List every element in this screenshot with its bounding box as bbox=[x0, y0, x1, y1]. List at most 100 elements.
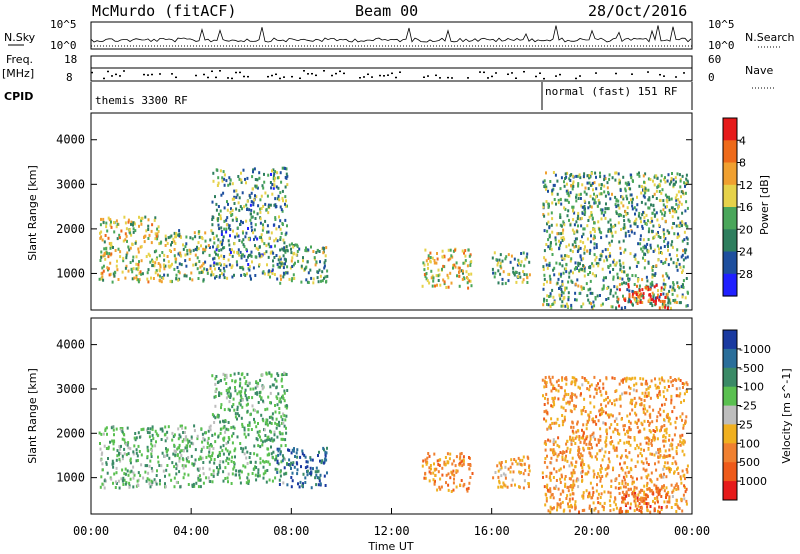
heatmap-cell bbox=[580, 204, 583, 208]
heatmap-cell bbox=[600, 254, 603, 258]
heatmap-cell bbox=[675, 265, 678, 269]
heatmap-cell bbox=[427, 452, 430, 455]
heatmap-cell bbox=[227, 394, 230, 398]
heatmap-cell bbox=[608, 415, 610, 419]
heatmap-cell bbox=[180, 263, 183, 267]
heatmap-cell bbox=[233, 426, 236, 430]
heatmap-cell bbox=[447, 488, 450, 492]
heatmap-cell bbox=[559, 505, 562, 509]
heatmap-cell bbox=[650, 301, 653, 305]
heatmap-cell bbox=[580, 224, 583, 228]
heatmap-cell bbox=[605, 436, 608, 440]
heatmap-cell bbox=[424, 476, 427, 480]
heatmap-cell bbox=[630, 198, 632, 202]
heatmap-cell bbox=[643, 496, 646, 500]
heatmap-cell bbox=[204, 260, 207, 264]
heatmap-cell bbox=[112, 442, 115, 446]
colorbar-swatch bbox=[723, 462, 737, 482]
heatmap-cell bbox=[216, 466, 218, 470]
nave-dot bbox=[515, 77, 517, 79]
heatmap-cell bbox=[675, 180, 677, 184]
heatmap-cell bbox=[151, 444, 154, 448]
heatmap-cell bbox=[549, 180, 552, 183]
heatmap-cell bbox=[622, 175, 625, 179]
heatmap-cell bbox=[686, 383, 689, 387]
heatmap-cell bbox=[675, 261, 678, 265]
heatmap-cell bbox=[560, 202, 563, 206]
heatmap-cell bbox=[258, 394, 261, 398]
heatmap-cell bbox=[575, 298, 578, 302]
heatmap-cell bbox=[572, 439, 575, 442]
heatmap-cell bbox=[668, 195, 670, 199]
heatmap-cell bbox=[121, 437, 124, 441]
heatmap-cell bbox=[685, 499, 688, 503]
heatmap-cell bbox=[276, 397, 279, 400]
nave-dot bbox=[219, 70, 221, 72]
heatmap-cell bbox=[267, 255, 270, 259]
heatmap-cell bbox=[224, 419, 227, 422]
heatmap-cell bbox=[683, 238, 686, 242]
heatmap-cell bbox=[575, 430, 578, 434]
heatmap-cell bbox=[665, 397, 668, 401]
heatmap-cell bbox=[229, 211, 232, 214]
heatmap-cell bbox=[323, 474, 326, 478]
heatmap-cell bbox=[164, 439, 167, 443]
heatmap-cell bbox=[641, 288, 644, 292]
heatmap-cell bbox=[590, 205, 593, 209]
heatmap-cell bbox=[319, 459, 321, 463]
heatmap-cell bbox=[564, 482, 567, 486]
heatmap-cell bbox=[588, 174, 590, 178]
heatmap-cell bbox=[500, 461, 503, 464]
heatmap-cell bbox=[574, 282, 577, 286]
heatmap-cell bbox=[256, 410, 259, 414]
heatmap-cell bbox=[239, 250, 242, 254]
heatmap-cell bbox=[110, 252, 113, 256]
heatmap-cell bbox=[651, 280, 654, 284]
heatmap-cell bbox=[242, 447, 245, 451]
heatmap-cell bbox=[244, 446, 247, 450]
heatmap-cell bbox=[548, 274, 551, 278]
heatmap-cell bbox=[588, 415, 591, 419]
heatmap-cell bbox=[239, 222, 241, 226]
heatmap-cell bbox=[301, 484, 304, 488]
heatmap-cell bbox=[130, 267, 133, 271]
heatmap-cell bbox=[560, 224, 563, 228]
heatmap-cell bbox=[647, 261, 650, 265]
heatmap-cell bbox=[661, 376, 663, 380]
heatmap-cell bbox=[421, 284, 424, 288]
heatmap-cell bbox=[651, 195, 654, 199]
heatmap-cell bbox=[658, 492, 661, 496]
heatmap-cell bbox=[296, 468, 299, 472]
heatmap-cell bbox=[182, 431, 185, 434]
heatmap-cell bbox=[668, 417, 671, 421]
heatmap-cell bbox=[184, 464, 187, 468]
heatmap-cell bbox=[215, 252, 217, 256]
heatmap-cell bbox=[615, 198, 618, 202]
heatmap-cell bbox=[683, 497, 686, 501]
heatmap-cell bbox=[205, 455, 208, 459]
heatmap-cell bbox=[268, 371, 271, 375]
heatmap-cell bbox=[666, 454, 669, 458]
heatmap-cell bbox=[109, 243, 112, 247]
heatmap-cell bbox=[569, 223, 572, 227]
heatmap-cell bbox=[561, 423, 564, 427]
heatmap-cell bbox=[257, 204, 260, 208]
nave-dot bbox=[439, 77, 441, 79]
heatmap-cell bbox=[281, 385, 284, 388]
heatmap-cell bbox=[433, 468, 436, 472]
heatmap-cell bbox=[571, 398, 574, 402]
heatmap-cell bbox=[507, 279, 510, 283]
heatmap-cell bbox=[132, 227, 135, 231]
heatmap-cell bbox=[674, 420, 677, 424]
heatmap-cell bbox=[130, 222, 132, 226]
heatmap-cell bbox=[618, 492, 621, 495]
heatmap-cell bbox=[668, 454, 671, 458]
heatmap-cell bbox=[215, 248, 218, 252]
heatmap-cell bbox=[550, 456, 553, 460]
heatmap-cell bbox=[542, 203, 545, 207]
heatmap-cell bbox=[672, 261, 675, 265]
heatmap-cell bbox=[620, 379, 623, 383]
heatmap-cell bbox=[614, 178, 617, 182]
heatmap-cell bbox=[284, 249, 287, 253]
heatmap-cell bbox=[163, 258, 166, 262]
